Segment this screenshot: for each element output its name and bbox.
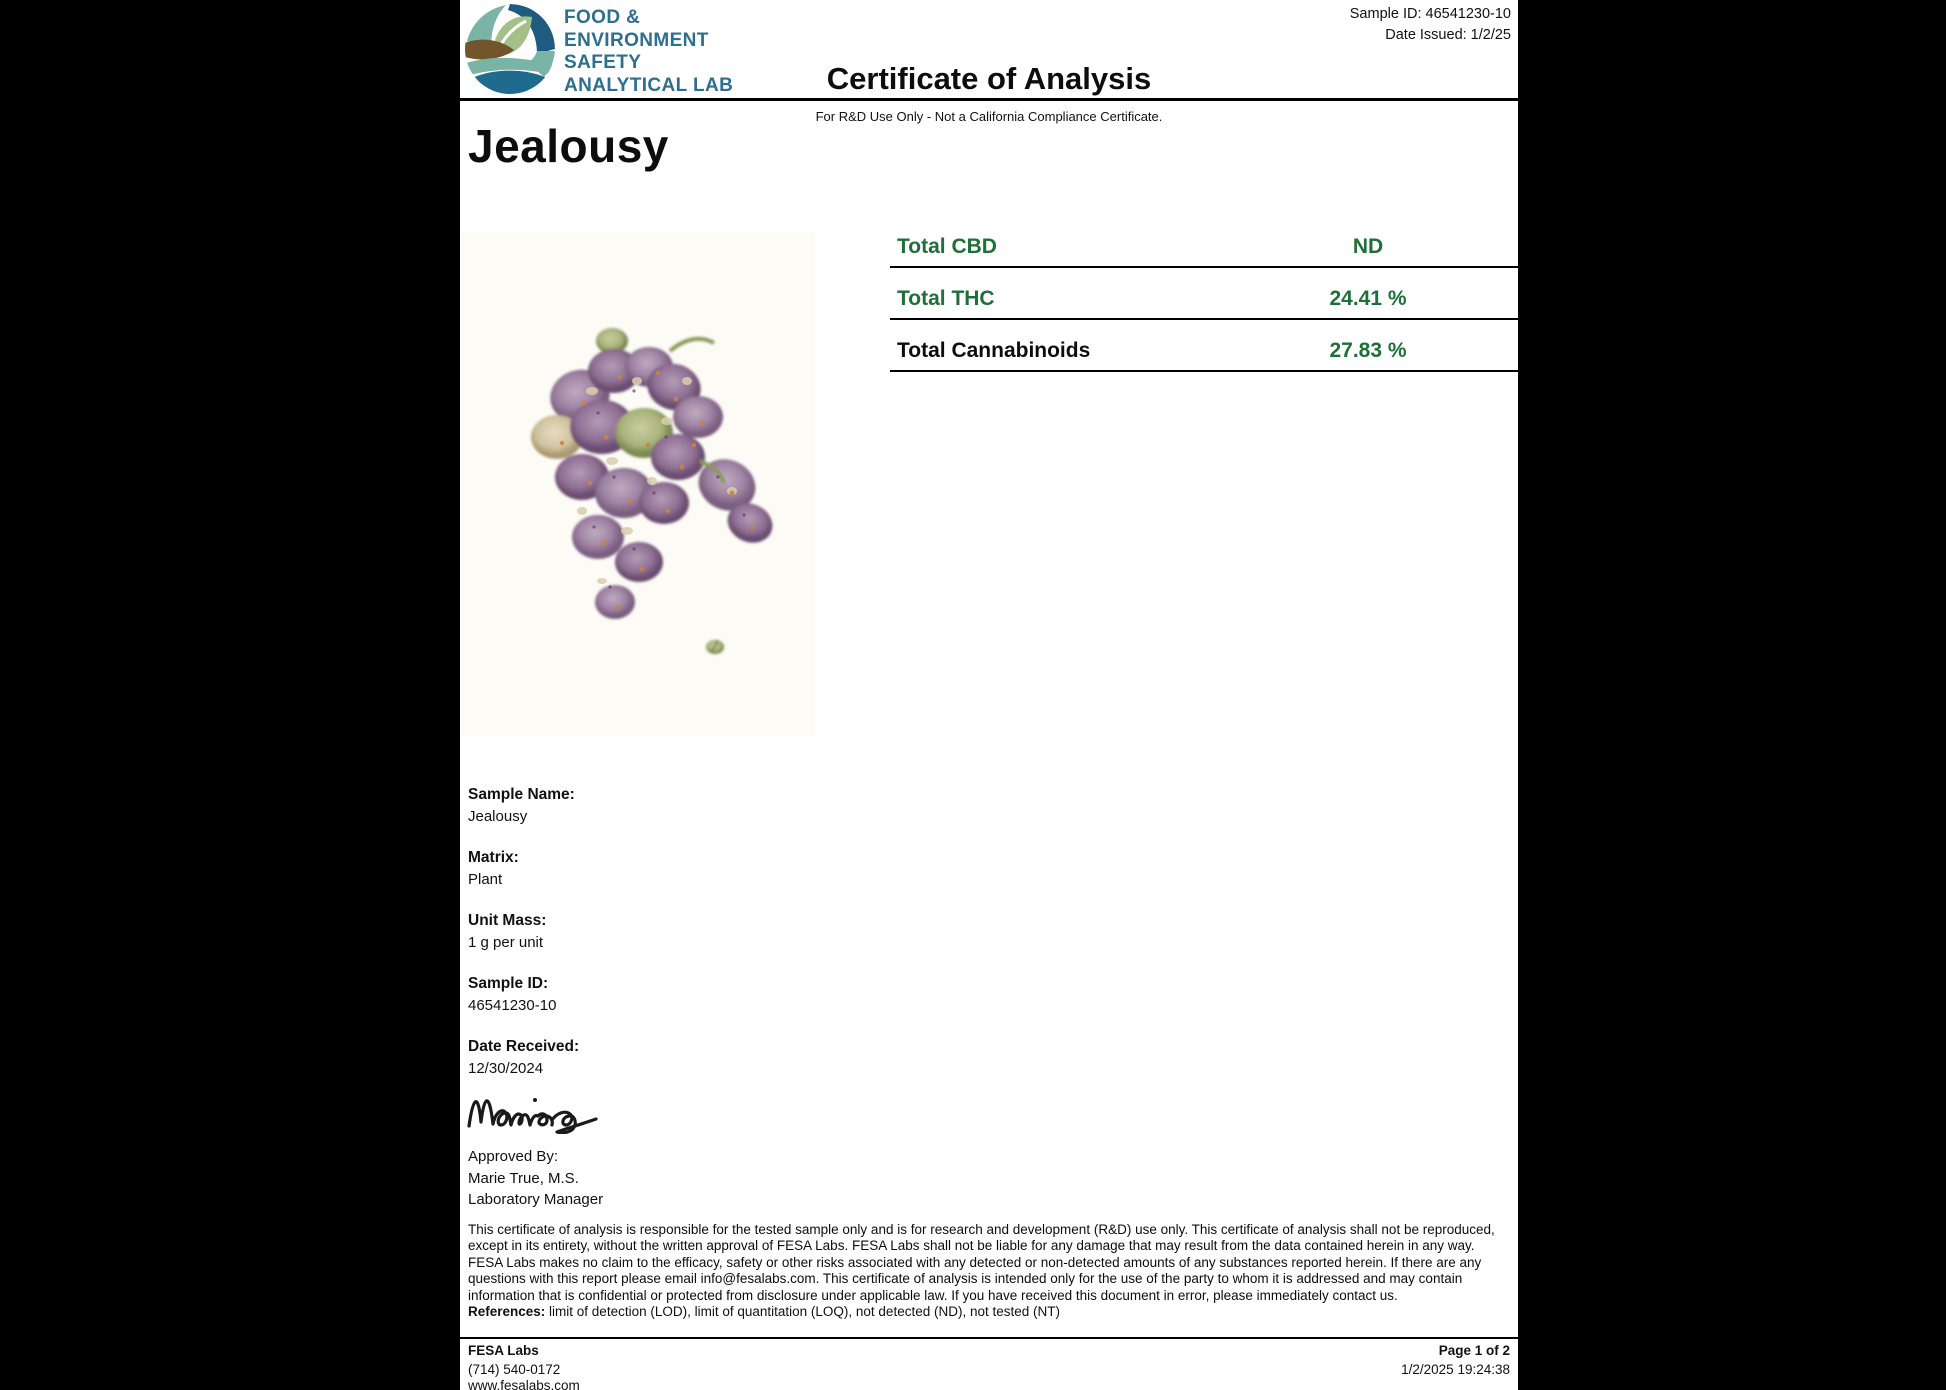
info-value: 1 g per unit (468, 934, 544, 951)
info-label: Matrix: (468, 849, 519, 866)
disclaimer-text: This certificate of analysis is responsi… (468, 1222, 1495, 1303)
date-issued-text: Date Issued: 1/2/25 (1385, 27, 1511, 43)
logo-wordmark-line: ENVIRONMENT (564, 29, 709, 51)
row-label: Total CBD (897, 235, 997, 258)
sample-info-section: Sample Name: Jealousy Matrix: Plant Unit… (468, 786, 579, 1101)
row-value: ND (1352, 235, 1384, 258)
cannabis-buds-image (531, 328, 773, 654)
logo-wordmark: FOOD & ENVIRONMENT SAFETY ANALYTICAL LAB (564, 7, 733, 97)
footer-page-number: Page 1 of 2 (1438, 1343, 1510, 1358)
footer-lab-name: FESA Labs (468, 1343, 539, 1358)
info-value: 46541230-10 (468, 997, 557, 1014)
row-label: Total THC (897, 287, 995, 310)
logo-wordmark-line: FOOD & (564, 7, 641, 28)
info-value: Plant (468, 871, 503, 888)
certificate-page: FOOD & ENVIRONMENT SAFETY ANALYTICAL LAB… (460, 0, 1518, 1390)
footer-page-info: Page 1 of 2 1/2/2025 19:24:38 (1401, 1343, 1510, 1377)
references-line: References: limit of detection (LOD), li… (468, 1304, 1508, 1320)
info-label: Date Received: (468, 1038, 580, 1055)
approver-name: Marie True, M.S. (468, 1169, 579, 1187)
footer-contact: FESA Labs (714) 540-0172 www.fesalabs.co… (468, 1343, 580, 1390)
logo-wordmark-line: ANALYTICAL LAB (564, 74, 734, 96)
page-header: FOOD & ENVIRONMENT SAFETY ANALYTICAL LAB… (460, 0, 1518, 101)
approver-title: Laboratory Manager (468, 1191, 604, 1208)
info-label: Sample Name: (468, 786, 575, 803)
certificate-title: Certificate of Analysis (826, 61, 1152, 96)
signature-image (467, 1098, 598, 1134)
sample-id-text: Sample ID: 46541230-10 (1349, 6, 1511, 22)
lab-logo-icon (465, 4, 555, 94)
footer-website: www.fesalabs.com (468, 1378, 580, 1390)
references-text: limit of detection (LOD), limit of quant… (545, 1304, 1060, 1319)
info-value: 12/30/2024 (468, 1060, 544, 1077)
info-value: Jealousy (468, 808, 528, 825)
approved-by-label: Approved By: (468, 1148, 559, 1165)
product-name-heading: Jealousy (468, 120, 669, 172)
footer-phone: (714) 540-0172 (468, 1362, 561, 1377)
table-row: Total CBD ND (890, 216, 1518, 268)
table-row: Total THC 24.41 % (890, 268, 1518, 320)
results-table: Total CBD ND Total THC 24.41 % Total Can… (890, 216, 1518, 372)
row-value: 24.41 % (1329, 287, 1407, 310)
row-value: 27.83 % (1329, 339, 1407, 362)
references-label: References: (468, 1304, 546, 1319)
row-label: Total Cannabinoids (897, 339, 1091, 362)
footer-timestamp: 1/2/2025 19:24:38 (1401, 1362, 1510, 1377)
approval-block: Approved By: Marie True, M.S. Laboratory… (468, 1146, 603, 1211)
product-photo (462, 231, 815, 737)
info-label: Sample ID: (468, 975, 549, 992)
compliance-subtitle: For R&D Use Only - Not a California Comp… (815, 109, 1163, 124)
table-row: Total Cannabinoids 27.83 % (890, 320, 1518, 372)
info-label: Unit Mass: (468, 912, 547, 929)
footer-divider (460, 1337, 1518, 1339)
header-meta: Sample ID: 46541230-10 Date Issued: 1/2/… (1350, 4, 1511, 46)
logo-wordmark-line: SAFETY (564, 52, 642, 73)
